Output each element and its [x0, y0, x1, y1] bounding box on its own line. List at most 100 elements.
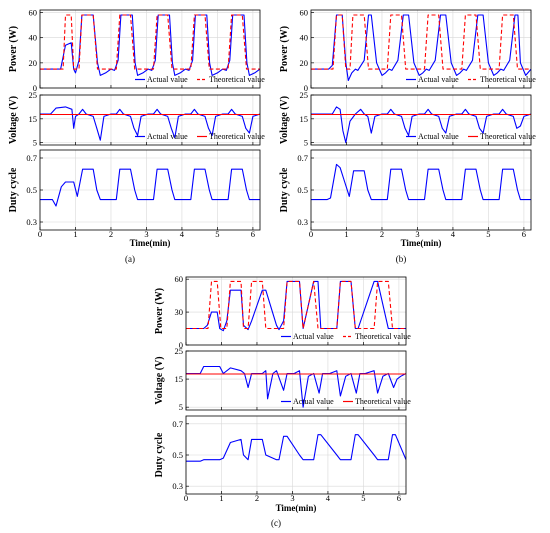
x-axis-label: Time(min) — [130, 238, 171, 248]
x-tick-label: 5 — [361, 493, 365, 503]
panel-power-b: 0 20 40 60 Power (W) Actual value Theoretical … — [279, 8, 536, 93]
x-tick-label: 5 — [486, 229, 490, 239]
x-tick-label: 0 — [309, 229, 313, 239]
legend-label: Theoretical value — [209, 75, 265, 84]
y-tick-label: 0.5 — [172, 450, 183, 460]
x-tick-label: 0 — [184, 493, 188, 503]
x-tick-label: 3 — [415, 229, 419, 239]
panel-voltage-c: 5 15 25 Voltage (V) Actual value Theoretical … — [154, 346, 411, 412]
legend-label: Theoretical value — [355, 332, 411, 341]
y-tick-label: 0.3 — [297, 217, 308, 227]
legend-label: Actual value — [418, 132, 459, 141]
series-line-actual-value — [186, 280, 406, 332]
legend-label: Actual value — [293, 397, 334, 406]
legend-label: Actual value — [418, 75, 459, 84]
y-tick-label: 15 — [29, 114, 38, 124]
axes-frame — [185, 276, 407, 346]
y-tick-label: 25 — [29, 90, 38, 100]
x-tick-label: 4 — [326, 493, 331, 503]
y-tick-label: 0.7 — [297, 153, 308, 163]
y-axis-label: Duty cycle — [8, 167, 19, 212]
axes-frame — [39, 94, 261, 146]
y-tick-label: 40 — [300, 33, 309, 43]
legend-label: Theoretical value — [480, 132, 536, 141]
x-axis-label: Time(min) — [401, 238, 442, 248]
series-line-theoretical-value — [311, 14, 531, 70]
y-axis-label: Power (W) — [154, 288, 165, 334]
x-tick-label: 4 — [451, 229, 456, 239]
axes-frame — [310, 9, 532, 89]
x-tick-label: 3 — [144, 229, 148, 239]
y-tick-label: 0 — [33, 83, 37, 93]
legend-label: Actual value — [147, 132, 188, 141]
figure-caption: (b) — [396, 254, 407, 264]
panel-duty-b: 0.3 0.5 0.7 Duty cycle — [279, 149, 532, 231]
y-tick-label: 5 — [179, 402, 183, 412]
figure-caption: (c) — [271, 518, 281, 528]
y-tick-label: 5 — [33, 138, 37, 148]
x-tick-label: 6 — [251, 229, 255, 239]
series-line-actual-value — [311, 14, 531, 82]
y-axis-label: Voltage (V) — [154, 356, 165, 404]
x-tick-label: 1 — [344, 229, 348, 239]
y-tick-label: 0.3 — [172, 481, 183, 491]
y-tick-label: 20 — [29, 58, 38, 68]
y-tick-label: 40 — [29, 33, 38, 43]
y-tick-label: 60 — [29, 8, 38, 18]
x-tick-label: 4 — [180, 229, 185, 239]
legend-label: Theoretical value — [209, 132, 265, 141]
axes-frame — [39, 9, 261, 89]
series-line-theoretical-value — [40, 14, 260, 70]
y-tick-label: 0 — [304, 83, 308, 93]
y-axis-label: Voltage (V) — [8, 96, 19, 144]
axes-frame — [310, 94, 532, 146]
x-axis-label: Time(min) — [276, 503, 317, 513]
y-tick-label: 20 — [300, 58, 309, 68]
x-tick-label: 1 — [219, 493, 223, 503]
series-line-duty-cycle — [311, 163, 531, 201]
series-line-actual-value — [186, 365, 406, 408]
x-tick-label: 0 — [38, 229, 42, 239]
y-axis-label: Duty cycle — [154, 432, 165, 477]
y-tick-label: 0.3 — [26, 217, 37, 227]
legend-label: Theoretical value — [355, 397, 411, 406]
panel-duty-a: 0.3 0.5 0.7 Duty cycle — [8, 149, 261, 231]
x-tick-label: 2 — [255, 493, 259, 503]
y-tick-label: 0.5 — [297, 185, 308, 195]
y-tick-label: 30 — [175, 307, 184, 317]
y-tick-label: 0.7 — [26, 153, 37, 163]
y-tick-label: 60 — [175, 274, 184, 284]
y-axis-label: Voltage (V) — [279, 96, 290, 144]
x-tick-label: 2 — [380, 229, 384, 239]
x-tick-label: 6 — [522, 229, 526, 239]
axes-frame — [185, 350, 407, 411]
panel-power-c: 0 30 60 Power (W) Actual value Theoretical va… — [154, 274, 411, 350]
x-tick-label: 6 — [397, 493, 401, 503]
figure-caption: (a) — [125, 254, 135, 264]
series-line-duty-cycle — [186, 434, 406, 462]
y-axis-label: Duty cycle — [279, 167, 290, 212]
y-tick-label: 5 — [304, 138, 308, 148]
y-tick-label: 15 — [175, 374, 184, 384]
legend-label: Actual value — [147, 75, 188, 84]
y-axis-label: Power (W) — [8, 26, 19, 72]
x-tick-label: 3 — [290, 493, 294, 503]
y-axis-label: Power (W) — [279, 26, 290, 72]
x-tick-label: 2 — [109, 229, 113, 239]
panel-duty-c: 0.3 0.5 0.7 Duty cycle — [154, 415, 407, 495]
y-tick-label: 0 — [179, 340, 183, 350]
legend-label: Actual value — [293, 332, 334, 341]
x-tick-label: 5 — [215, 229, 219, 239]
x-tick-label: 1 — [73, 229, 77, 239]
y-tick-label: 25 — [175, 346, 184, 356]
y-tick-label: 60 — [300, 8, 309, 18]
panel-voltage-a: 5 15 25 Voltage (V) Actual value Theoretical … — [8, 90, 265, 148]
panel-power-a: 0 20 40 60 Power (W) Actual value Theoretical … — [8, 8, 265, 93]
panel-voltage-b: 5 15 25 Voltage (V) Actual value Theoretical … — [279, 90, 536, 148]
y-tick-label: 25 — [300, 90, 309, 100]
series-line-duty-cycle — [40, 168, 260, 207]
